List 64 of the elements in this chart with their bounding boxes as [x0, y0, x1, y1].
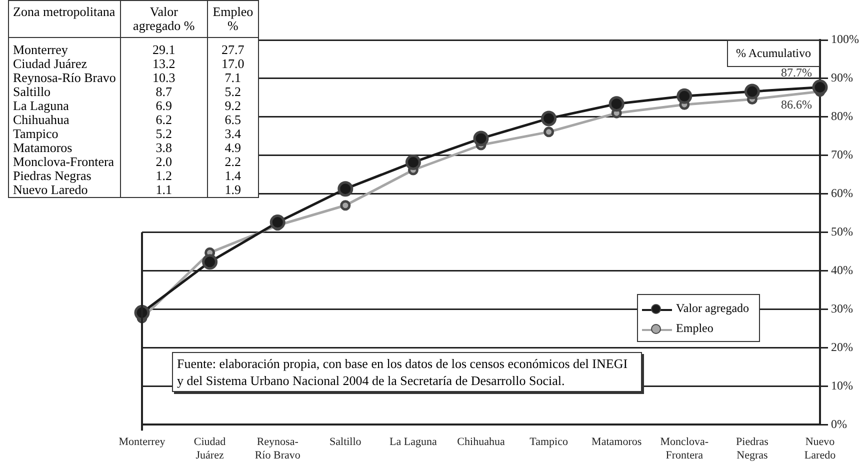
- data-label: 2.0: [120, 154, 208, 169]
- x-tick-label: Tampico: [530, 436, 568, 448]
- category-label: Piedras Negras: [8, 168, 120, 183]
- data-label: 1.2: [120, 168, 208, 183]
- annotation: Fuente: elaboración propia, con base en los datos de los censos económicos del INEGI y del Sistema Urbano Nacional 2004 de la Secretaría de Desarrollo Social.: [177, 354, 629, 389]
- y-tick-label: 60%: [831, 186, 854, 200]
- data-label: 7.1: [207, 70, 258, 85]
- y-tick-label: 90%: [831, 70, 854, 85]
- data-label: 9.2: [207, 98, 258, 113]
- category-label: Nuevo Laredo: [8, 182, 120, 198]
- y-tick-label: 100%: [831, 32, 860, 46]
- text: Zona metropolitana: [8, 0, 120, 38]
- data-label: 3.4: [207, 126, 258, 141]
- x-tick-label: La Laguna: [390, 436, 437, 448]
- x-tick-label: Monterrey: [118, 436, 166, 448]
- category-label: Monclova-Frontera: [8, 154, 120, 169]
- category-label: Monterrey: [8, 38, 120, 57]
- y-tick-label: 70%: [831, 148, 854, 162]
- category-label: Saltillo: [8, 84, 120, 99]
- y-tick-label: 40%: [831, 262, 854, 277]
- data-label: 6.5: [207, 112, 258, 127]
- data-label: 6.2: [120, 112, 208, 127]
- data-label: 13.2: [120, 56, 208, 71]
- x-tick-label: Piedras Negras: [736, 436, 768, 462]
- data-label: 2.2: [207, 154, 258, 169]
- category-label: Chihuahua: [8, 112, 120, 127]
- x-tick-label: Chihuahua: [457, 436, 505, 448]
- data-label: 3.8: [120, 140, 208, 155]
- y-tick-label: 30%: [831, 301, 854, 316]
- x-tick-label: Saltillo: [330, 436, 362, 448]
- y-tick-label: 10%: [831, 378, 854, 392]
- y-tick-label: 20%: [831, 340, 854, 354]
- data-label: 4.9: [207, 140, 258, 155]
- legend-label: Empleo: [675, 320, 714, 338]
- data-label: 5.2: [120, 126, 208, 141]
- x-tick-label: Reynosa-Río Bravo: [254, 436, 301, 462]
- legend-label: Valor agregado: [675, 300, 750, 318]
- category-label: La Laguna: [8, 98, 120, 113]
- x-tick-label: Nuevo Laredo: [804, 436, 836, 462]
- data-label: 10.3: [120, 70, 208, 85]
- data-label: 5.2: [207, 84, 258, 99]
- series-label: Valor agregado %: [120, 0, 208, 38]
- data-label: 1.4: [207, 168, 258, 183]
- data-label: 1.1: [120, 182, 208, 198]
- y-tick-label: 80%: [831, 109, 854, 124]
- data-label: 87.7%: [781, 65, 812, 80]
- category-label: Ciudad Juárez: [8, 56, 120, 71]
- data-label: 29.1: [120, 38, 208, 57]
- x-tick-label: Monclova-Frontera: [660, 436, 709, 462]
- category-label: Matamoros: [8, 140, 120, 155]
- data-label: 27.7: [207, 38, 258, 57]
- data-label: 17.0: [207, 56, 258, 71]
- y-axis-title: % Acumulativo: [727, 40, 820, 67]
- data-label: 1.9: [207, 182, 258, 198]
- data-label: 8.7: [120, 84, 208, 99]
- text: Empleo %: [207, 0, 258, 38]
- data-label: 86.6%: [781, 98, 812, 112]
- category-label: Tampico: [8, 126, 120, 141]
- category-label: Reynosa-Río Bravo: [8, 70, 120, 85]
- y-tick-label: 50%: [831, 224, 854, 238]
- x-tick-label: Ciudad Juárez: [194, 436, 226, 462]
- y-tick-label: 0%: [831, 416, 848, 431]
- x-tick-label: Matamoros: [592, 436, 642, 448]
- data-label: 6.9: [120, 98, 208, 113]
